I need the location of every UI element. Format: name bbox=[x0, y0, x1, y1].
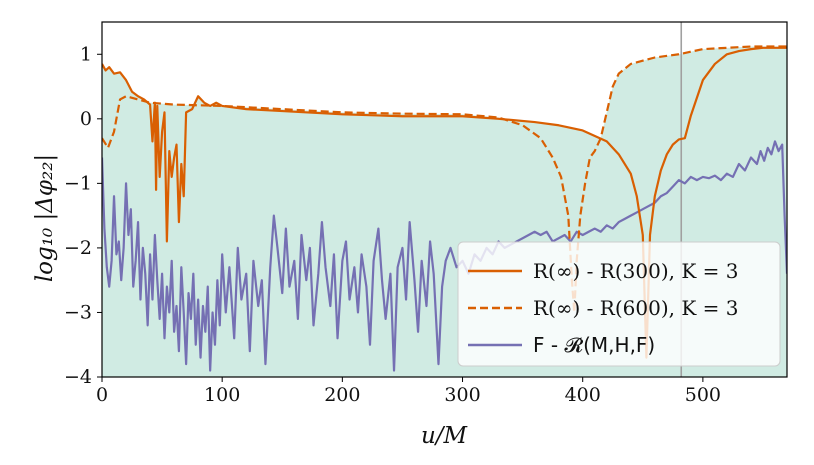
y-tick-label: −1 bbox=[64, 172, 92, 194]
x-tick-label: 400 bbox=[565, 384, 601, 406]
x-axis-label: u/M bbox=[421, 423, 469, 449]
x-tick-label: 200 bbox=[324, 384, 360, 406]
y-tick-label: −3 bbox=[64, 301, 92, 323]
x-tick-label: 300 bbox=[444, 384, 480, 406]
legend-box bbox=[457, 241, 781, 367]
y-ticks: −4 −3 −2 −1 0 1 bbox=[64, 43, 102, 388]
x-ticks: 0 100 200 300 400 500 bbox=[96, 377, 721, 406]
x-tick-label: 100 bbox=[204, 384, 240, 406]
legend-label-f-rmhf: F - 𝓡(M,H,F) bbox=[533, 333, 655, 357]
series-line-r300 bbox=[102, 46, 787, 359]
y-tick-label: −4 bbox=[64, 366, 92, 388]
plot-frame bbox=[101, 21, 788, 378]
series-layer bbox=[102, 45, 787, 372]
x-tick-label: 0 bbox=[96, 384, 108, 406]
y-tick-label: −2 bbox=[64, 237, 92, 259]
y-tick-label: 0 bbox=[80, 108, 92, 130]
series-line-f-rmhf bbox=[102, 140, 787, 372]
x-tick-label: 500 bbox=[685, 384, 721, 406]
legend-label-r600: R(∞) - R(600), K = 3 bbox=[533, 296, 739, 320]
legend: R(∞) - R(300), K = 3 R(∞) - R(600), K = … bbox=[457, 241, 781, 367]
y-tick-label: 1 bbox=[80, 43, 92, 65]
series-line-r600 bbox=[102, 45, 787, 314]
legend-label-r300: R(∞) - R(300), K = 3 bbox=[533, 259, 739, 283]
y-axis-label: log₁₀ |Δφ₂₂| bbox=[32, 154, 58, 282]
